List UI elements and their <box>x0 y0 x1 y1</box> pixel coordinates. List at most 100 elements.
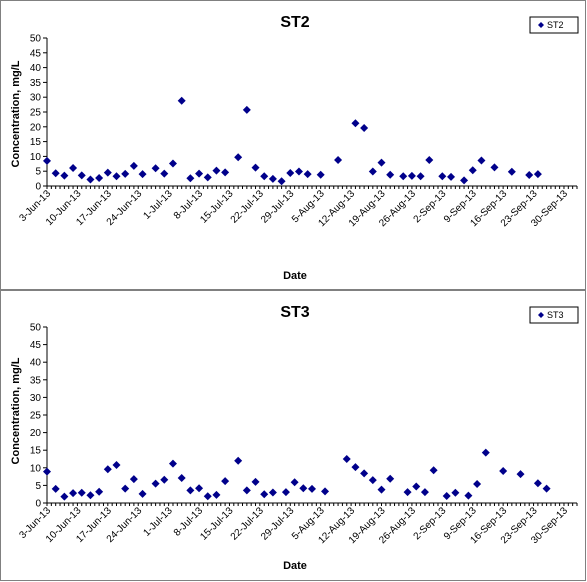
data-point <box>212 490 221 499</box>
data-point <box>308 484 316 493</box>
data-point <box>103 168 112 177</box>
data-point <box>221 168 230 177</box>
y-tick-label: 50 <box>30 323 42 334</box>
legend-label: ST2 <box>547 20 564 30</box>
data-point <box>242 105 251 114</box>
legend-box <box>529 16 579 34</box>
y-tick-label: 35 <box>30 78 42 89</box>
data-point <box>425 155 434 164</box>
data-point <box>186 174 195 183</box>
x-tick-label: 29-Jul-13 <box>259 505 297 543</box>
data-point <box>277 177 286 186</box>
data-point <box>533 170 542 179</box>
x-tick-label: 1-Jul-13 <box>141 188 175 222</box>
data-point <box>477 156 486 165</box>
data-point <box>51 169 60 178</box>
data-point <box>386 474 395 483</box>
data-point <box>533 479 542 488</box>
y-tick-label: 0 <box>35 182 41 193</box>
legend-marker <box>538 312 544 318</box>
data-point <box>460 176 469 185</box>
data-point <box>399 172 408 181</box>
data-point <box>438 172 447 181</box>
data-point <box>303 170 312 179</box>
data-point <box>138 170 147 179</box>
data-point <box>342 455 351 463</box>
data-point <box>177 96 186 105</box>
data-point <box>420 488 429 497</box>
data-point <box>69 163 78 172</box>
data-point <box>138 489 147 498</box>
y-axis-title: Concentration, mg/L <box>10 60 22 167</box>
data-point <box>290 478 299 487</box>
y-tick-label: 0 <box>35 499 41 510</box>
data-point <box>321 487 330 496</box>
y-tick-label: 10 <box>30 463 42 474</box>
data-point <box>542 484 551 493</box>
data-point <box>360 469 369 478</box>
y-tick-label: 20 <box>30 122 42 133</box>
data-point <box>416 172 425 181</box>
data-point <box>268 174 277 183</box>
data-point <box>203 173 212 182</box>
y-tick-label: 45 <box>30 48 42 59</box>
data-point <box>203 492 212 501</box>
data-point <box>407 171 416 180</box>
data-point <box>186 486 195 495</box>
data-point <box>299 484 308 493</box>
chart-panel-st3: ST3 Date Concentration, mg/L ST3 0 5 10 15 2… <box>0 290 586 581</box>
legend-marker <box>538 22 544 28</box>
data-point <box>429 466 438 475</box>
x-tick-label: 29-Jul-13 <box>259 188 297 226</box>
data-point <box>351 119 360 128</box>
data-point <box>112 172 121 181</box>
data-point <box>251 163 260 172</box>
legend-label: ST3 <box>547 310 564 320</box>
legend-box <box>529 306 579 324</box>
data-point <box>151 479 160 488</box>
y-tick-label: 5 <box>35 481 41 492</box>
data-point <box>490 163 499 172</box>
x-tick-label: 1-Jul-13 <box>141 505 175 539</box>
plot-area: 051015202530354045503-Jun-1310-Jun-1317-… <box>17 34 578 229</box>
data-point <box>168 459 177 468</box>
data-point <box>403 488 412 497</box>
data-point <box>95 174 104 183</box>
legend: ST2 <box>529 16 579 34</box>
data-point <box>77 488 86 497</box>
y-axis-title: Concentration, mg/L <box>10 357 22 464</box>
data-point <box>473 479 482 488</box>
data-point <box>234 153 243 162</box>
data-point <box>268 488 277 497</box>
data-point <box>51 484 60 493</box>
data-point <box>242 486 251 495</box>
data-point <box>251 477 260 486</box>
x-axis-title: Date <box>283 560 307 572</box>
y-tick-label: 20 <box>30 428 42 439</box>
data-point <box>516 470 525 479</box>
y-tick-label: 35 <box>30 375 42 386</box>
data-point <box>77 171 86 180</box>
y-tick-label: 30 <box>30 393 42 404</box>
y-tick-label: 25 <box>30 108 42 119</box>
data-point <box>86 491 95 500</box>
data-point <box>69 489 78 498</box>
y-tick-label: 30 <box>30 93 42 104</box>
data-point <box>507 167 516 176</box>
y-tick-label: 5 <box>35 167 41 178</box>
data-point <box>442 491 451 500</box>
data-point <box>412 482 421 491</box>
data-point <box>351 463 360 472</box>
data-point <box>95 487 104 496</box>
data-point <box>260 172 269 181</box>
data-point <box>451 488 460 497</box>
y-tick-label: 15 <box>30 446 42 457</box>
data-point <box>129 475 138 484</box>
data-point <box>360 123 369 132</box>
chart-title: ST3 <box>280 304 309 321</box>
data-point <box>294 167 303 176</box>
data-point <box>43 467 51 476</box>
y-tick-label: 15 <box>30 137 42 148</box>
data-point <box>86 175 95 184</box>
data-point <box>481 448 490 457</box>
